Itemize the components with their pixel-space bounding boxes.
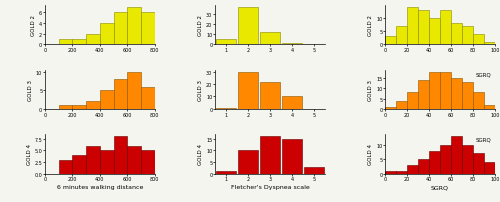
Bar [473, 34, 484, 45]
Bar [282, 139, 302, 174]
Bar [429, 151, 440, 174]
X-axis label: Fletcher's Dyspnea scale: Fletcher's Dyspnea scale [230, 184, 310, 189]
Bar [72, 155, 86, 174]
Bar [141, 87, 155, 109]
Bar [128, 146, 141, 174]
Bar [418, 159, 429, 174]
Bar [58, 40, 72, 45]
Bar [58, 106, 72, 109]
Bar [168, 164, 182, 174]
Bar [260, 33, 280, 45]
Bar [260, 82, 280, 109]
Bar [141, 13, 155, 45]
Bar [155, 160, 168, 174]
Y-axis label: GOLD 2: GOLD 2 [198, 15, 203, 36]
Bar [385, 171, 396, 174]
Bar [100, 150, 114, 174]
Bar [86, 102, 100, 109]
Bar [473, 93, 484, 109]
Bar [128, 8, 141, 45]
Bar [216, 171, 236, 174]
Bar [141, 150, 155, 174]
Bar [429, 72, 440, 109]
Bar [100, 91, 114, 109]
Bar [407, 8, 418, 45]
Bar [72, 40, 86, 45]
Bar [238, 8, 258, 45]
Bar [396, 101, 407, 109]
Bar [440, 145, 451, 174]
Bar [282, 44, 302, 45]
Bar [282, 97, 302, 109]
Bar [304, 167, 324, 174]
Bar [385, 37, 396, 45]
Bar [484, 42, 495, 45]
Y-axis label: GOLD 4: GOLD 4 [198, 144, 203, 165]
Bar [418, 81, 429, 109]
Bar [396, 171, 407, 174]
Bar [238, 150, 258, 174]
Bar [440, 72, 451, 109]
Bar [168, 40, 182, 45]
Y-axis label: GOLD 4: GOLD 4 [368, 144, 374, 165]
Bar [396, 26, 407, 45]
X-axis label: SGRQ: SGRQ [431, 184, 449, 189]
Y-axis label: GOLD 3: GOLD 3 [368, 79, 374, 100]
Bar [128, 72, 141, 109]
Bar [484, 105, 495, 109]
Bar [86, 146, 100, 174]
Bar [473, 154, 484, 174]
Bar [451, 24, 462, 45]
Bar [114, 80, 128, 109]
Bar [418, 11, 429, 45]
Y-axis label: GOLD 3: GOLD 3 [198, 79, 203, 100]
Bar [216, 40, 236, 45]
Bar [451, 137, 462, 174]
Bar [168, 106, 182, 109]
Bar [440, 11, 451, 45]
Bar [72, 106, 86, 109]
X-axis label: 6 minutes walking distance: 6 minutes walking distance [56, 184, 143, 189]
Y-axis label: GOLD 4: GOLD 4 [26, 144, 32, 165]
Bar [114, 13, 128, 45]
Y-axis label: GOLD 3: GOLD 3 [28, 79, 33, 100]
Bar [451, 78, 462, 109]
Bar [385, 107, 396, 109]
Bar [238, 72, 258, 109]
Bar [58, 160, 72, 174]
Bar [462, 145, 473, 174]
Bar [462, 83, 473, 109]
Bar [260, 137, 280, 174]
Y-axis label: GOLD 2: GOLD 2 [32, 15, 36, 36]
Bar [407, 165, 418, 174]
Bar [86, 34, 100, 45]
Y-axis label: GOLD 2: GOLD 2 [368, 15, 374, 36]
Bar [100, 24, 114, 45]
Text: SGRQ: SGRQ [476, 72, 492, 77]
Bar [216, 108, 236, 109]
Text: SGRQ: SGRQ [476, 137, 492, 142]
Bar [429, 19, 440, 45]
Bar [484, 162, 495, 174]
Bar [155, 98, 168, 109]
Bar [155, 24, 168, 45]
Bar [407, 93, 418, 109]
Bar [114, 137, 128, 174]
Bar [462, 26, 473, 45]
